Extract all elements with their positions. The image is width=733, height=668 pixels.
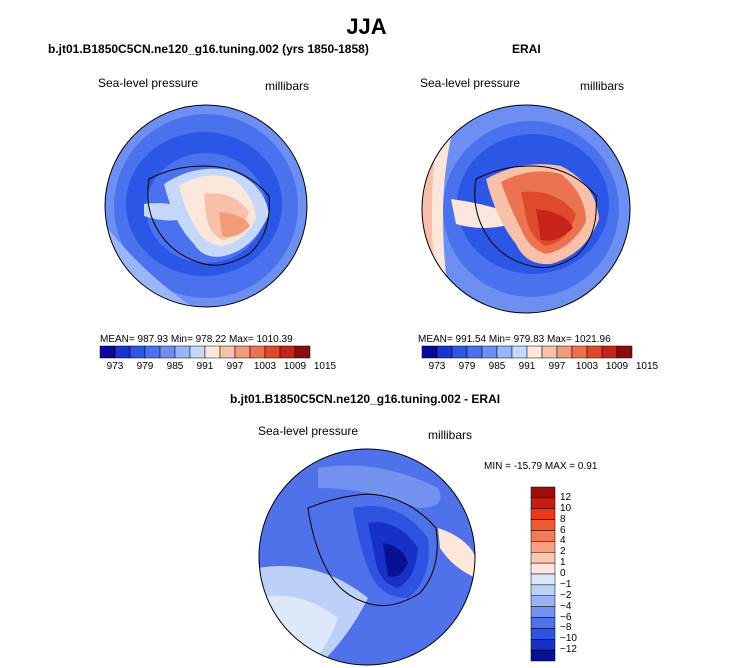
colorbar-tick-label: 997 bbox=[548, 361, 566, 372]
diff-field-label: Sea-level pressure bbox=[258, 424, 359, 438]
colorbar-tick-label: −4 bbox=[560, 600, 572, 612]
left-colorbar bbox=[99, 345, 311, 359]
colorbar-tick-label: 2 bbox=[560, 546, 566, 558]
colorbar-swatch bbox=[530, 541, 556, 553]
diff-polar-map bbox=[258, 448, 476, 666]
right-units-label: millibars bbox=[580, 79, 625, 93]
colorbar-swatch bbox=[530, 595, 556, 607]
colorbar-swatch bbox=[249, 345, 266, 359]
colorbar-tick-label: 973 bbox=[106, 361, 124, 372]
colorbar-swatch bbox=[129, 345, 146, 359]
diff-panel-heading: b.jt01.B1850C5CN.ne120_g16.tuning.002 - … bbox=[230, 392, 501, 406]
colorbar-tick-label: 1009 bbox=[605, 361, 629, 372]
colorbar-swatch bbox=[530, 606, 556, 618]
colorbar-swatch bbox=[466, 345, 483, 359]
page-title: JJA bbox=[346, 14, 387, 39]
colorbar-tick-label: 979 bbox=[136, 361, 154, 372]
colorbar-tick-label: 1003 bbox=[575, 361, 599, 372]
colorbar-tick-label: 0 bbox=[560, 568, 566, 579]
colorbar-swatch bbox=[530, 649, 556, 662]
colorbar-swatch bbox=[421, 345, 438, 359]
diff-units-label: millibars bbox=[428, 428, 473, 442]
colorbar-swatch bbox=[530, 617, 556, 629]
colorbar-swatch bbox=[556, 345, 573, 359]
colorbar-swatch bbox=[530, 530, 556, 542]
left-panel-heading: b.jt01.B1850C5CN.ne120_g16.tuning.002 (y… bbox=[48, 42, 369, 56]
colorbar-swatch bbox=[496, 345, 513, 359]
colorbar-swatch bbox=[511, 345, 528, 359]
colorbar-swatch bbox=[616, 345, 633, 359]
left-units-label: millibars bbox=[265, 79, 310, 93]
colorbar-swatch bbox=[279, 345, 296, 359]
colorbar-swatch bbox=[530, 562, 556, 575]
colorbar-swatch bbox=[530, 639, 556, 651]
colorbar-tick-label: 4 bbox=[560, 535, 566, 547]
colorbar-tick-label: 6 bbox=[560, 524, 566, 536]
colorbar-tick-label: 12 bbox=[560, 491, 572, 503]
colorbar-swatch bbox=[530, 519, 556, 531]
left-field-label: Sea-level pressure bbox=[98, 76, 199, 90]
colorbar-swatch bbox=[481, 345, 498, 359]
colorbar-tick-label: −1 bbox=[560, 578, 572, 590]
colorbar-swatch bbox=[530, 486, 556, 499]
colorbar-tick-label: −12 bbox=[560, 644, 577, 656]
diff-colorbar-labels: 12 10 8 6 4 2 1 0 −1 −2 −4 −6 −8 −10 −12 bbox=[560, 487, 600, 661]
colorbar-swatch bbox=[601, 345, 618, 359]
colorbar-swatch bbox=[114, 345, 131, 359]
colorbar-tick-label: 1 bbox=[560, 557, 566, 569]
right-polar-map bbox=[421, 104, 631, 314]
colorbar-swatch bbox=[530, 573, 556, 586]
colorbar-swatch bbox=[294, 345, 311, 359]
colorbar-tick-label: 1015 bbox=[313, 361, 337, 372]
diff-stats: MIN = -15.79 MAX = 0.91 bbox=[484, 461, 598, 472]
colorbar-tick-label: 973 bbox=[428, 361, 446, 372]
colorbar-swatch bbox=[530, 497, 556, 509]
colorbar-tick-label: 991 bbox=[518, 361, 536, 372]
right-field-label: Sea-level pressure bbox=[420, 76, 521, 90]
colorbar-tick-label: 1003 bbox=[253, 361, 277, 372]
right-stats: MEAN= 991.54 Min= 979.83 Max= 1021.96 bbox=[418, 334, 611, 345]
colorbar-tick-label: 1015 bbox=[635, 361, 659, 372]
right-colorbar bbox=[421, 345, 633, 359]
colorbar-swatch bbox=[526, 345, 543, 359]
colorbar-tick-label: −6 bbox=[560, 611, 572, 623]
colorbar-swatch bbox=[530, 584, 556, 596]
colorbar-swatch bbox=[436, 345, 453, 359]
colorbar-tick-label: −2 bbox=[560, 589, 572, 601]
colorbar-swatch bbox=[530, 552, 556, 564]
diff-colorbar bbox=[530, 486, 556, 662]
colorbar-tick-label: 8 bbox=[560, 513, 566, 525]
colorbar-tick-label: 10 bbox=[560, 502, 572, 514]
colorbar-tick-label: 979 bbox=[458, 361, 476, 372]
colorbar-swatch bbox=[159, 345, 176, 359]
right-panel-heading: ERAI bbox=[512, 42, 541, 56]
colorbar-swatch bbox=[99, 345, 116, 359]
colorbar-tick-label: 985 bbox=[488, 361, 506, 372]
colorbar-swatch bbox=[204, 345, 221, 359]
colorbar-swatch bbox=[571, 345, 588, 359]
colorbar-tick-label: −8 bbox=[560, 622, 572, 634]
colorbar-swatch bbox=[144, 345, 161, 359]
colorbar-tick-label: 991 bbox=[196, 361, 214, 372]
left-stats: MEAN= 987.93 Min= 978.22 Max= 1010.39 bbox=[100, 334, 293, 345]
colorbar-tick-label: 985 bbox=[166, 361, 184, 372]
colorbar-tick-label: 997 bbox=[226, 361, 244, 372]
colorbar-tick-label: 1009 bbox=[283, 361, 307, 372]
colorbar-swatch bbox=[530, 628, 556, 640]
colorbar-swatch bbox=[264, 345, 281, 359]
left-colorbar-labels: 973 979 985 991 997 1003 1009 1015 bbox=[100, 361, 336, 375]
colorbar-swatch bbox=[586, 345, 603, 359]
colorbar-swatch bbox=[451, 345, 468, 359]
colorbar-swatch bbox=[530, 508, 556, 520]
colorbar-swatch bbox=[541, 345, 558, 359]
colorbar-swatch bbox=[174, 345, 191, 359]
right-colorbar-labels: 973 979 985 991 997 1003 1009 1015 bbox=[422, 361, 658, 375]
colorbar-tick-label: −10 bbox=[560, 633, 577, 645]
colorbar-swatch bbox=[189, 345, 206, 359]
colorbar-swatch bbox=[219, 345, 236, 359]
colorbar-swatch bbox=[234, 345, 251, 359]
left-polar-map bbox=[104, 104, 308, 308]
